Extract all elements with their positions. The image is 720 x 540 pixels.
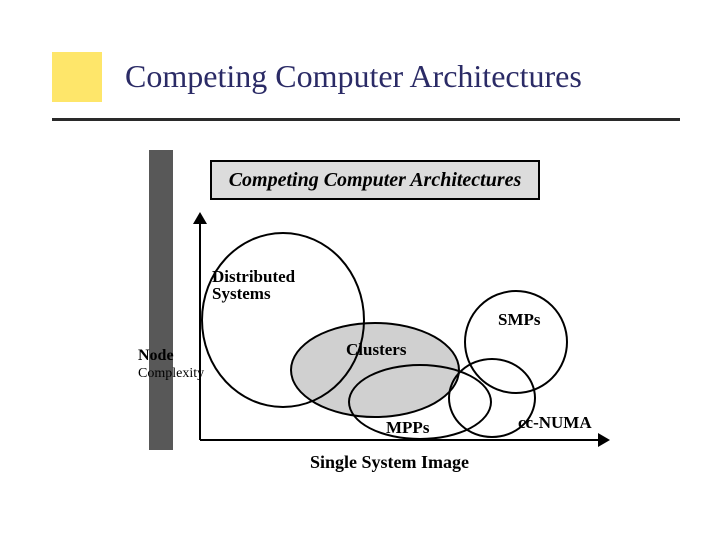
y-axis-arrow xyxy=(193,212,207,224)
diagram-subtitle: Competing Computer Architectures xyxy=(229,169,522,192)
slide-title: Competing Computer Architectures xyxy=(125,58,582,95)
cc-numa-label: cc-NUMA xyxy=(518,413,592,433)
corner-accent xyxy=(52,52,102,102)
title-divider xyxy=(52,118,680,121)
mpps-label: MPPs xyxy=(386,418,429,438)
x-axis-label: Single System Image xyxy=(310,452,469,473)
smps-label: SMPs xyxy=(498,310,541,330)
x-axis xyxy=(200,439,600,441)
smps-ellipse xyxy=(464,290,568,394)
x-axis-arrow xyxy=(598,433,610,447)
left-grey-bar xyxy=(149,150,173,450)
slide: { "slide": { "title": "Competing Compute… xyxy=(0,0,720,540)
diagram-subtitle-box: Competing Computer Architectures xyxy=(210,160,540,200)
clusters-label: Clusters xyxy=(346,340,406,360)
distributed-systems-label: DistributedSystems xyxy=(212,268,295,302)
y-axis-label: Node Complexity xyxy=(138,348,204,382)
distributed-systems-ellipse xyxy=(201,232,365,408)
